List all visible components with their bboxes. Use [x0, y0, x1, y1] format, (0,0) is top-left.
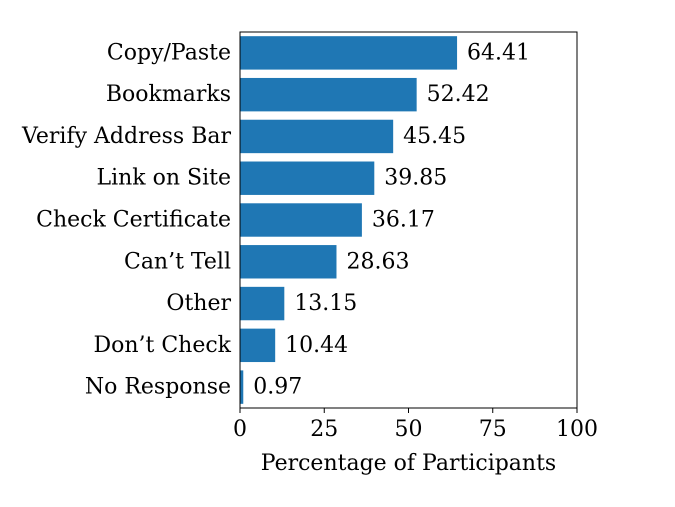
- bar: [240, 328, 276, 363]
- value-label: 36.17: [372, 208, 435, 233]
- category-labels: Copy/Paste Bookmarks Verify Address Bar Lin…: [21, 40, 232, 399]
- value-label: 64.41: [467, 40, 530, 65]
- category-label: Bookmarks: [106, 82, 231, 107]
- value-label: 13.15: [294, 291, 357, 316]
- value-label: 52.42: [427, 82, 490, 107]
- x-tick-label: 75: [479, 417, 507, 442]
- x-tick-label: 100: [556, 417, 598, 442]
- value-label: 28.63: [346, 249, 409, 274]
- value-labels: 64.41 52.42 45.45 39.85 36.17 28.63 13.15 10.44…: [253, 40, 530, 399]
- bars-group: [240, 36, 458, 404]
- category-label: Other: [166, 291, 231, 316]
- bar: [240, 161, 375, 195]
- value-label: 45.45: [403, 124, 466, 149]
- x-tick-label: 25: [310, 417, 338, 442]
- value-label: 10.44: [285, 333, 348, 358]
- bar: [240, 286, 285, 321]
- category-label: No Response: [85, 375, 231, 400]
- x-axis-ticks: 0 25 50 75 100: [233, 408, 598, 442]
- bar: [240, 370, 244, 404]
- category-label: Check Certificate: [36, 208, 231, 233]
- bar: [240, 119, 394, 154]
- bar: [240, 245, 337, 279]
- x-axis-title: Percentage of Participants: [261, 451, 556, 476]
- bar: [240, 203, 362, 237]
- bar: [240, 36, 458, 70]
- category-label: Don’t Check: [93, 333, 231, 358]
- x-tick-label: 50: [395, 417, 423, 442]
- plot-frame: [239, 31, 578, 409]
- x-tick-label: 0: [233, 417, 247, 442]
- value-label: 39.85: [384, 166, 447, 191]
- category-label: Verify Address Bar: [21, 124, 231, 149]
- value-label: 0.97: [253, 375, 302, 400]
- bar: [240, 77, 417, 112]
- category-label: Can’t Tell: [124, 249, 231, 274]
- category-label: Copy/Paste: [107, 40, 231, 65]
- category-label: Link on Site: [96, 166, 231, 191]
